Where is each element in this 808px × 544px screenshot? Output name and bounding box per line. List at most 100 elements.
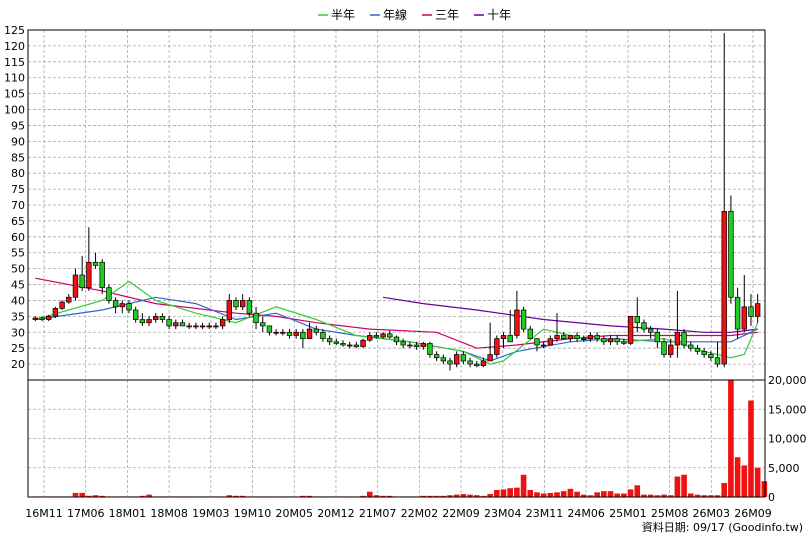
candle-body-down	[320, 331, 326, 339]
candle-body-down	[621, 341, 627, 344]
candle	[728, 195, 734, 304]
x-tick-label: 19M03	[192, 507, 230, 520]
volume-bar	[714, 495, 721, 497]
candle	[393, 335, 400, 345]
candle	[714, 341, 721, 368]
candle	[413, 341, 420, 350]
candle	[487, 322, 493, 362]
legend-label: 年線	[383, 7, 407, 22]
volume-bar	[661, 494, 667, 497]
price-tick-label: 20	[11, 358, 25, 371]
x-tick-label: 23M04	[484, 507, 522, 520]
candle	[440, 354, 447, 365]
volume-bar	[453, 494, 460, 497]
volume-bar	[139, 495, 146, 497]
candle-body-up	[547, 338, 554, 346]
candle	[139, 313, 146, 326]
candle-body-down	[300, 331, 306, 339]
candle-body-down	[694, 347, 701, 352]
candle-body-up	[153, 316, 159, 320]
volume-bar	[534, 492, 540, 497]
candle	[326, 335, 333, 345]
candle-body-up	[119, 303, 125, 308]
candle-body-down	[373, 335, 380, 338]
candle-body-up	[273, 331, 279, 334]
price-tick-label: 125	[4, 24, 25, 37]
candle	[86, 227, 92, 291]
legend: 半年 年線 三年 十年	[318, 7, 511, 22]
price-tick-label: 65	[11, 215, 25, 228]
candle-body-down	[286, 331, 293, 336]
price-tick-label: 115	[4, 56, 25, 69]
price-tick-label: 30	[11, 326, 25, 339]
candle-body-down	[708, 354, 714, 359]
candle-body-down	[126, 303, 132, 311]
price-tick-label: 95	[11, 119, 25, 132]
candle-body-down	[460, 354, 467, 362]
volume-bar	[480, 495, 487, 497]
candle	[674, 290, 681, 358]
volume-bar	[433, 495, 440, 497]
candle	[159, 313, 166, 323]
x-tick-label: 26M09	[734, 507, 772, 520]
candle	[173, 319, 179, 330]
candle-body-down	[534, 338, 540, 346]
volume-bar	[527, 489, 534, 497]
x-tick-label: 25M01	[609, 507, 647, 520]
candle-body-down	[614, 338, 620, 343]
candle-body-up	[480, 360, 487, 367]
candle	[694, 345, 701, 355]
candle-body-down	[714, 357, 721, 365]
candle	[300, 329, 306, 349]
x-tick-label: 23M11	[526, 507, 564, 520]
price-tick-label: 40	[11, 294, 25, 307]
price-tick-label: 105	[4, 88, 25, 101]
volume-bar	[427, 495, 433, 497]
volume-bar	[440, 495, 447, 497]
volume-bar	[554, 492, 560, 497]
candle	[494, 335, 500, 358]
candle	[52, 306, 59, 318]
candle-body-down	[520, 309, 527, 330]
volume-bar	[594, 492, 600, 497]
candle-body-down	[661, 341, 667, 355]
candle	[32, 316, 39, 322]
volume-bar	[607, 491, 614, 497]
candle	[360, 338, 366, 349]
candle	[286, 329, 293, 339]
volume-bar	[708, 495, 714, 497]
candle-body-up	[554, 335, 560, 339]
candle	[313, 325, 319, 336]
x-tick-label: 25M08	[651, 507, 689, 520]
candle-body-down	[326, 338, 333, 343]
volume-bar	[233, 495, 239, 497]
price-tick-label: 25	[11, 342, 25, 355]
x-tick-label: 21M07	[359, 507, 397, 520]
candle	[641, 319, 647, 333]
candle	[447, 357, 453, 371]
candle-body-down	[353, 344, 360, 347]
candle	[119, 300, 125, 314]
candle	[614, 335, 620, 345]
candle-body-down	[260, 322, 266, 327]
candle-body-down	[393, 336, 400, 343]
candle	[79, 255, 85, 291]
candle	[467, 357, 473, 368]
candle	[219, 316, 226, 330]
candle	[166, 316, 172, 330]
volume-bar	[520, 474, 527, 497]
candle-body-down	[688, 344, 694, 349]
candle-body-down	[467, 360, 473, 365]
candle	[280, 329, 286, 336]
price-tick-label: 90	[11, 135, 25, 148]
candle-body-down	[527, 328, 533, 339]
candle	[126, 300, 132, 314]
volume-tick-label: 20,000	[768, 374, 807, 387]
candle	[527, 325, 533, 339]
price-tick-label: 50	[11, 263, 25, 276]
candle-body-down	[166, 319, 172, 327]
volume-bar	[614, 493, 621, 497]
candle	[540, 341, 547, 349]
